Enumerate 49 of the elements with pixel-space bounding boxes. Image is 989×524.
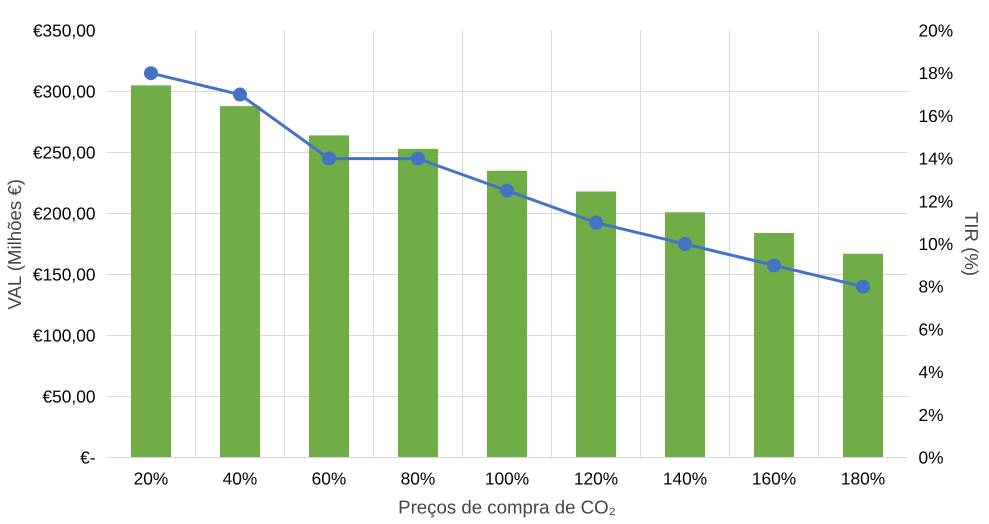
point bbox=[144, 66, 158, 80]
x-tick-label: 140% bbox=[662, 468, 708, 488]
bar bbox=[576, 192, 616, 458]
bar bbox=[220, 106, 260, 458]
point bbox=[411, 152, 425, 166]
y2-axis-title: TIR (%) bbox=[961, 212, 982, 276]
x-tick-label: 160% bbox=[752, 468, 796, 488]
x-tick-label: 100% bbox=[484, 468, 530, 488]
y-tick-label: €350,00 bbox=[32, 20, 96, 40]
point bbox=[500, 184, 514, 198]
y-tick-label: €50,00 bbox=[42, 386, 96, 406]
y2-tick-label: 8% bbox=[918, 276, 944, 297]
y2-tick-label: 18% bbox=[918, 63, 954, 84]
y2-tick-label: 10% bbox=[918, 234, 954, 254]
y-tick-label: €150,00 bbox=[32, 264, 96, 284]
y-tick-label: €300,00 bbox=[32, 82, 96, 102]
y2-tick-label: 16% bbox=[918, 106, 954, 126]
y-tick-label: €- bbox=[80, 448, 96, 468]
x-tick-label: 180% bbox=[840, 468, 886, 488]
x-tick-label: 120% bbox=[574, 468, 618, 488]
x-tick-label: 20% bbox=[134, 468, 168, 488]
bar bbox=[486, 170, 528, 458]
x-axis-title: Preços de compra de CO₂ bbox=[398, 496, 616, 518]
point bbox=[322, 152, 336, 166]
y2-tick-label: 12% bbox=[918, 191, 954, 212]
point bbox=[678, 237, 692, 251]
point bbox=[767, 258, 781, 272]
y2-tick-label: 2% bbox=[918, 404, 944, 425]
point bbox=[589, 216, 603, 230]
bar bbox=[308, 135, 350, 458]
y2-tick-label: 14% bbox=[918, 148, 954, 169]
x-tick-label: 40% bbox=[222, 468, 258, 488]
point bbox=[233, 88, 247, 102]
y-tick-label: €100,00 bbox=[32, 326, 96, 346]
x-tick-label: 80% bbox=[400, 468, 436, 488]
y2-tick-label: 4% bbox=[918, 362, 944, 382]
y-tick-label: €200,00 bbox=[32, 204, 96, 224]
y-axis-title: VAL (Milhões €) bbox=[4, 179, 25, 310]
y2-tick-label: 20% bbox=[918, 20, 954, 40]
bar bbox=[664, 212, 706, 458]
y2-tick-label: 0% bbox=[918, 448, 944, 468]
point bbox=[856, 280, 870, 294]
bar bbox=[130, 85, 172, 458]
bar bbox=[398, 148, 438, 458]
y2-tick-label: 6% bbox=[918, 319, 944, 340]
x-tick-label: 60% bbox=[312, 468, 346, 488]
bar bbox=[754, 233, 794, 458]
y-tick-label: €250,00 bbox=[32, 142, 96, 162]
bar bbox=[842, 254, 884, 458]
